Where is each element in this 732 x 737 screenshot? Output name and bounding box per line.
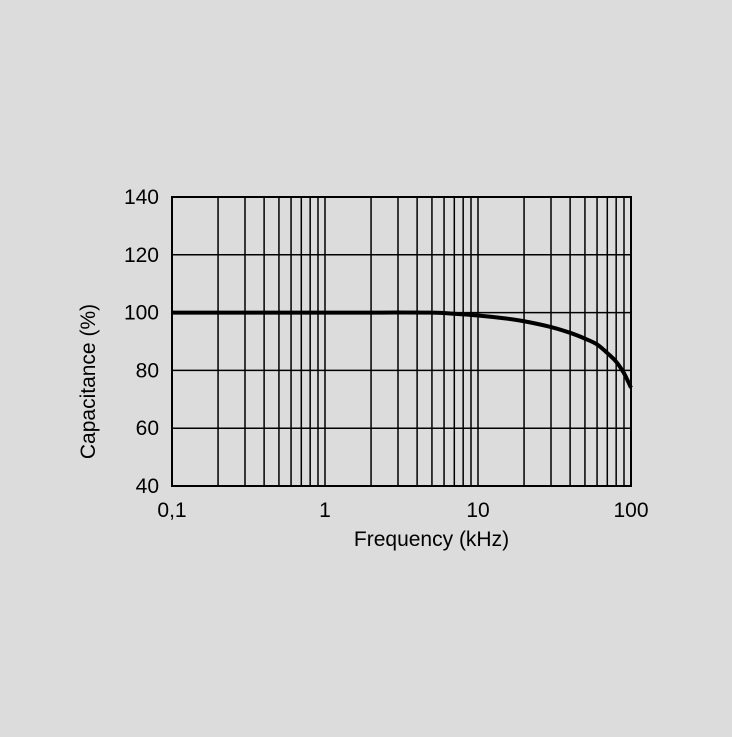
series-layer [171, 310, 633, 389]
x-tick-labels: 0,1 1 10 100 [157, 499, 648, 522]
y-tick-label: 120 [124, 244, 159, 267]
plot-frame [171, 196, 632, 487]
capacitance-curve [171, 310, 633, 389]
grid [172, 197, 631, 486]
x-axis-label: Frequency (kHz) [354, 528, 509, 551]
y-tick-label: 140 [124, 186, 159, 209]
x-tick-label: 1 [319, 499, 331, 522]
y-tick-label: 40 [136, 475, 159, 498]
y-tick-labels: 40 60 80 100 120 140 [124, 186, 159, 498]
x-tick-label: 10 [466, 499, 489, 522]
y-axis-label: Capacitance (%) [77, 304, 100, 459]
x-tick-label: 100 [613, 499, 648, 522]
y-tick-label: 80 [136, 359, 159, 382]
y-tick-label: 100 [124, 302, 159, 325]
x-tick-label: 0,1 [157, 499, 186, 522]
y-tick-label: 60 [136, 417, 159, 440]
